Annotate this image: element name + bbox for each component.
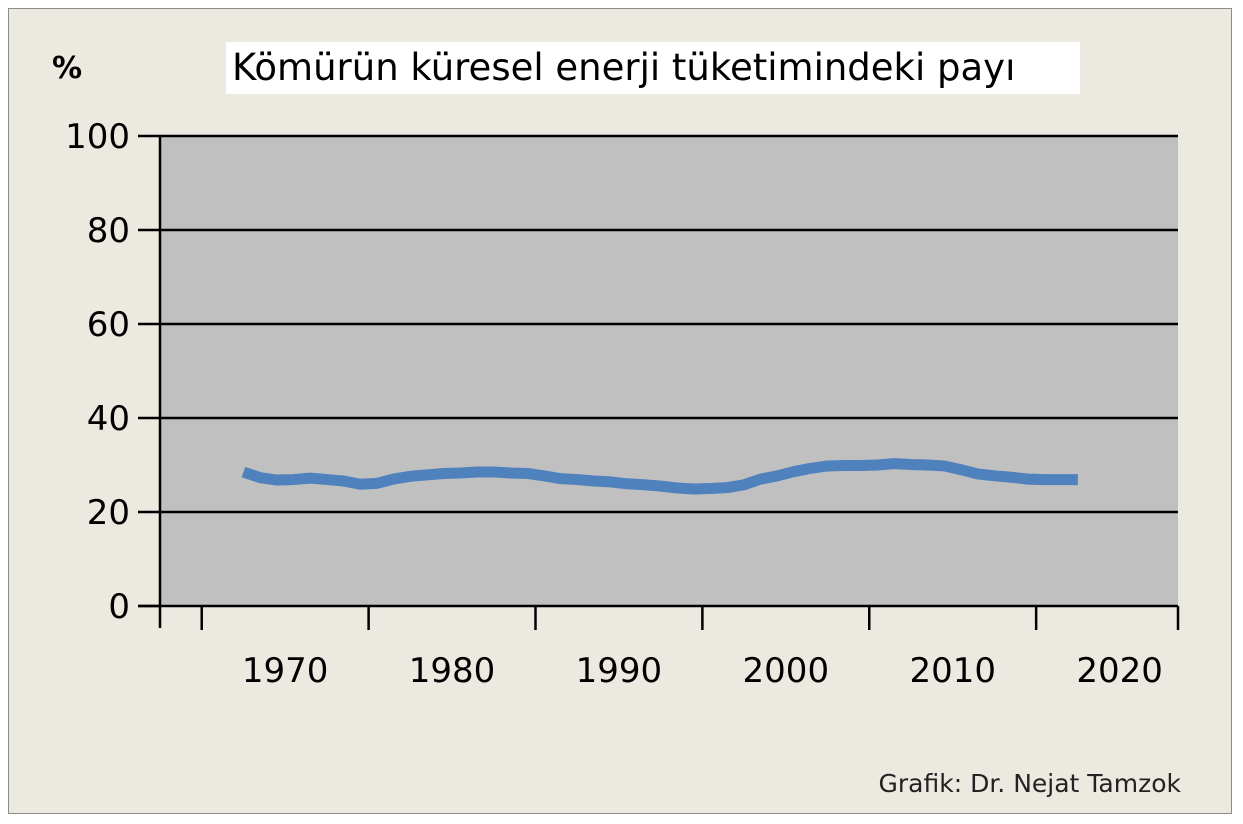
y-tick-label-0: 0: [108, 587, 130, 627]
y-axis-unit-label: %: [52, 51, 82, 86]
x-tick-label-2020: 2020: [1076, 651, 1163, 691]
series-layer: [241, 458, 1078, 495]
chart-title-box: [226, 42, 1080, 94]
y-tick-label-100: 100: [65, 117, 130, 157]
x-tick-label-2000: 2000: [743, 651, 830, 691]
x-tick-labels: 1970 1980 1990 2000 2010 2020: [242, 651, 1163, 691]
x-tick-label-1980: 1980: [409, 651, 496, 691]
y-tick-label-80: 80: [87, 211, 130, 251]
chart-credit: Grafik: Dr. Nejat Tamzok: [879, 769, 1182, 798]
axes: [138, 136, 1180, 630]
y-tick-labels: 0 20 40 60 80 100: [65, 117, 130, 627]
y-tick-label-40: 40: [87, 399, 130, 439]
y-tick-label-20: 20: [87, 493, 130, 533]
plot-area: [160, 136, 1178, 606]
grid-lines: [138, 134, 1178, 608]
y-tick-label-60: 60: [87, 305, 130, 345]
x-tick-label-1990: 1990: [576, 651, 663, 691]
x-tick-label-2010: 2010: [909, 651, 996, 691]
chart-title: Kömürün küresel enerji tüketimindeki pay…: [232, 46, 1015, 89]
x-tick-label-1970: 1970: [242, 651, 329, 691]
